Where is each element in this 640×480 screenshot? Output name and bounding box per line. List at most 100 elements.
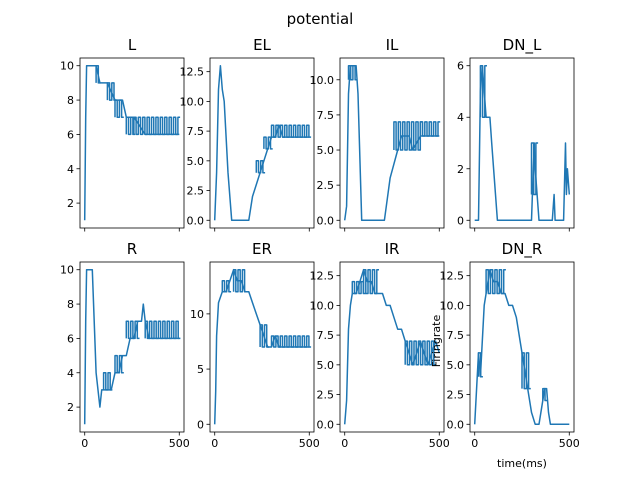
- x-axis-label: time(ms): [497, 457, 547, 470]
- series-oscillation: [133, 116, 181, 136]
- axes-frame: [469, 261, 575, 433]
- y-tick-label: 10: [190, 308, 204, 321]
- y-tick-label: 6: [67, 332, 74, 345]
- series-group: [83, 64, 181, 221]
- series-group: [343, 64, 441, 222]
- y-tick-label: 5.0: [187, 155, 205, 168]
- x-tick-label: 500: [299, 437, 320, 450]
- y-tick-label: 12.5: [180, 66, 205, 79]
- subplot-title: DN_L: [503, 36, 542, 55]
- y-tick-label: 7.5: [317, 109, 335, 122]
- x-tick-label: 0: [211, 437, 218, 450]
- y-tick-label: 4: [457, 111, 464, 124]
- subplot-title: ER: [252, 240, 272, 258]
- series-oscillation: [232, 268, 247, 293]
- subplot-r: R 2 4 6 8 10 0 500: [60, 240, 190, 450]
- y-tick-label: 0.0: [447, 418, 465, 431]
- y-tick-label: 2: [67, 197, 74, 210]
- series-line: [473, 268, 570, 426]
- series-oscillation: [419, 121, 441, 137]
- y-tick-label: 10.0: [180, 95, 205, 108]
- y-tick-label: 2.5: [317, 389, 335, 402]
- series-line: [83, 64, 180, 221]
- y-tick-label: 7.5: [447, 329, 465, 342]
- y-tick-label: 2.5: [317, 179, 335, 192]
- subplot-dn-l: DN_L 0 2 4 6: [457, 36, 575, 232]
- y-tick-label: 0: [197, 418, 204, 431]
- y-tick-label: 10: [60, 60, 74, 73]
- subplot-er: ER 0 5 10 0 500: [190, 240, 320, 450]
- series-line: [213, 64, 310, 222]
- x-tick-label: 500: [429, 437, 450, 450]
- subplot-title: EL: [253, 36, 271, 54]
- y-tick-label: 2: [457, 163, 464, 176]
- series-oscillation: [530, 142, 539, 196]
- axes-frame: [79, 57, 185, 229]
- subplot-el: EL 0.0 2.5 5.0 7.5 10.0 12.5: [180, 36, 315, 232]
- y-tick-label: 4: [67, 163, 74, 176]
- y-tick-label: 6: [457, 60, 464, 73]
- subplot-title: DN_R: [502, 240, 543, 259]
- y-tick-label: 2.5: [447, 389, 465, 402]
- subplot-il: IL 0.0 2.5 5.0 7.5 10.0: [310, 36, 445, 232]
- y-tick-label: 0.0: [187, 214, 205, 227]
- y-tick-label: 0.0: [317, 214, 335, 227]
- y-tick-label: 6: [67, 128, 74, 141]
- y-tick-label: 8: [67, 94, 74, 107]
- y-axis-label: Firingrate: [430, 315, 443, 368]
- subplot-title: R: [127, 240, 137, 258]
- y-tick-label: 0: [457, 214, 464, 227]
- y-tick-label: 5.0: [317, 144, 335, 157]
- subplot-title: L: [128, 36, 137, 54]
- series-line: [83, 268, 180, 425]
- x-tick-label: 0: [81, 437, 88, 450]
- series-line: [343, 268, 441, 425]
- series-group: [473, 268, 570, 426]
- subplot-l: L 2 4 6 8 10: [60, 36, 185, 232]
- series-line: [343, 64, 440, 222]
- series-oscillation: [479, 64, 487, 118]
- y-tick-label: 5: [197, 363, 204, 376]
- series-oscillation: [144, 320, 181, 340]
- x-tick-label: 0: [341, 437, 348, 450]
- y-tick-label: 4: [67, 367, 74, 380]
- series-oscillation: [270, 335, 312, 348]
- axes-frame: [339, 261, 445, 433]
- series-group: [213, 268, 312, 425]
- series-group: [213, 64, 312, 222]
- series-group: [474, 64, 571, 222]
- series-group: [343, 268, 441, 425]
- axes-frame: [209, 57, 315, 229]
- y-tick-label: 7.5: [187, 125, 205, 138]
- y-tick-label: 8: [67, 298, 74, 311]
- x-tick-label: 500: [169, 437, 190, 450]
- y-tick-label: 10.0: [310, 299, 335, 312]
- axes-frame: [79, 261, 185, 433]
- y-tick-label: 2.5: [187, 185, 205, 198]
- subplot-title: IL: [386, 36, 399, 54]
- series-oscillation: [393, 121, 423, 151]
- series-group: [83, 268, 181, 425]
- y-tick-label: 10.0: [440, 299, 465, 312]
- series-oscillation: [95, 64, 101, 84]
- subplot-dn-r: DN_R 0.0 2.5 5.0 7.5 10.0 12.5 0 500: [440, 240, 580, 450]
- y-tick-label: 12.5: [310, 270, 335, 283]
- series-line: [213, 268, 310, 425]
- y-tick-label: 2: [67, 401, 74, 414]
- series-oscillation: [270, 124, 312, 138]
- x-tick-label: 500: [559, 437, 580, 450]
- y-tick-label: 5.0: [447, 359, 465, 372]
- y-tick-label: 5.0: [317, 359, 335, 372]
- series-oscillation: [347, 64, 358, 81]
- figure-title: potential: [287, 10, 354, 28]
- y-tick-label: 10.0: [310, 74, 335, 87]
- y-tick-label: 10: [60, 264, 74, 277]
- axes-frame: [209, 261, 315, 433]
- y-tick-label: 12.5: [440, 270, 465, 283]
- series-line: [474, 64, 571, 222]
- y-tick-label: 7.5: [317, 329, 335, 342]
- y-tick-label: 0.0: [317, 418, 335, 431]
- x-tick-label: 0: [471, 437, 478, 450]
- axes-frame: [469, 57, 575, 229]
